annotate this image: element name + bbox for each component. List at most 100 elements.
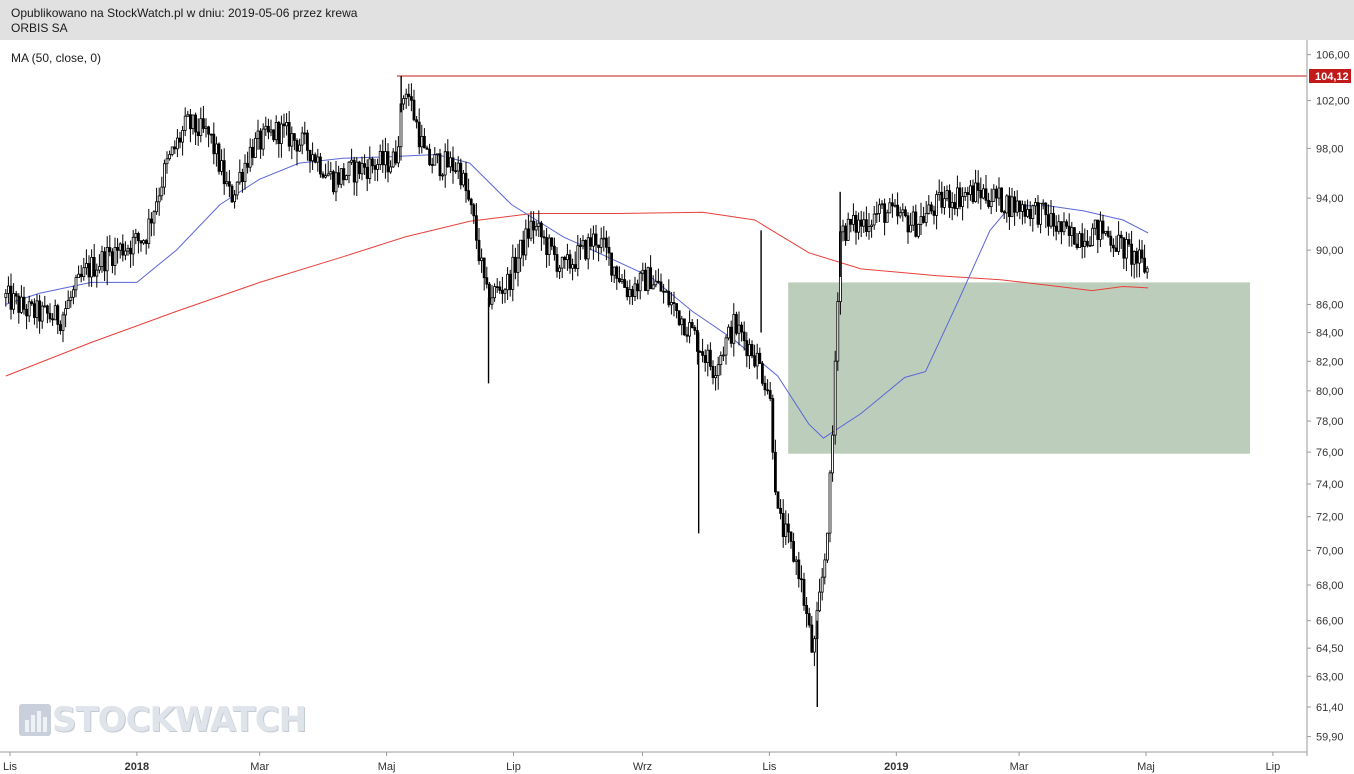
candle-body [14, 293, 18, 297]
candle-body [1104, 230, 1107, 234]
candle-body [370, 158, 374, 167]
candle-body [433, 154, 437, 166]
candle-body [285, 122, 289, 127]
candle-body [680, 318, 684, 326]
candle-body [672, 301, 676, 304]
chart-header: Opublikowano na StockWatch.pl w dniu: 20… [0, 0, 1354, 40]
x-tick-label: Lis [3, 761, 18, 773]
candle-body [311, 154, 315, 162]
candle-body [292, 133, 296, 141]
candle-body [618, 277, 621, 283]
candle-body [1117, 234, 1120, 252]
candle-body [500, 289, 504, 294]
candle-body [992, 188, 996, 202]
candle-body [924, 212, 928, 223]
candle-body [329, 171, 333, 175]
candle-body [1062, 221, 1066, 233]
candle-body [844, 225, 847, 241]
candle-body [300, 132, 304, 146]
candle-body [880, 203, 884, 206]
candle-body [896, 204, 899, 217]
candle-body [126, 247, 130, 252]
candle-body [1143, 257, 1146, 273]
candle-body [859, 219, 863, 227]
candle-body [1065, 221, 1068, 227]
candle-body [935, 194, 938, 216]
candle-body [646, 267, 650, 291]
candle-body [149, 218, 153, 224]
candle-body [1132, 251, 1136, 265]
candle-body [950, 202, 954, 208]
candle-body [188, 114, 192, 130]
candle-body [761, 363, 764, 384]
candle-body [735, 314, 738, 334]
candle-body [1010, 196, 1014, 218]
candle-body [631, 289, 634, 297]
candle-body [693, 327, 697, 331]
candle-body [61, 314, 65, 331]
candle-body [352, 159, 356, 183]
candle-body [495, 286, 499, 289]
candle-body [209, 133, 213, 136]
candle-body [566, 254, 569, 260]
candle-body [139, 240, 143, 244]
candle-body [9, 285, 13, 310]
y-tick-label: 78,00 [1316, 416, 1344, 428]
candle-body [750, 344, 754, 357]
candle-body [1140, 249, 1144, 259]
candle-body [428, 148, 432, 166]
candle-body [706, 349, 710, 364]
candle-body [264, 125, 268, 130]
candle-body [878, 204, 881, 214]
x-tick-label: Mar [250, 761, 269, 773]
candle-body [758, 352, 762, 364]
candle-body [308, 149, 312, 162]
candle-body [524, 228, 528, 256]
candle-body [813, 638, 816, 653]
candle-body [25, 308, 29, 317]
candle-body [175, 137, 179, 150]
candle-body [963, 192, 967, 197]
candle-body [170, 146, 174, 155]
candle-body [898, 212, 902, 217]
candle-body [709, 349, 712, 367]
price-badge-label: 104,12 [1315, 71, 1349, 83]
candle-body [129, 247, 133, 255]
candle-body [1031, 205, 1035, 220]
candle-body [625, 287, 629, 298]
candle-body [732, 314, 736, 344]
candle-body [612, 266, 616, 276]
candle-body [64, 308, 67, 316]
candle-body [852, 214, 855, 225]
candle-body [597, 244, 600, 248]
y-tick-label: 106,00 [1316, 50, 1350, 62]
candle-body [305, 132, 309, 151]
candle-body [581, 239, 585, 247]
candle-body [251, 146, 255, 158]
candle-body [38, 300, 41, 322]
y-tick-label: 90,00 [1316, 245, 1344, 257]
y-tick-label: 70,00 [1316, 545, 1344, 557]
candle-body [571, 264, 574, 269]
candle-body [1075, 243, 1079, 249]
candle-body [828, 472, 832, 534]
candle-body [1026, 208, 1029, 217]
candle-body [901, 209, 905, 214]
candle-body [326, 173, 330, 177]
candle-body [849, 218, 853, 225]
candle-body [402, 98, 406, 105]
candle-body [657, 280, 660, 283]
candle-body [259, 130, 263, 150]
candle-body [784, 523, 788, 538]
candle-body [131, 236, 135, 255]
y-tick-label: 66,00 [1316, 616, 1344, 628]
candle-body [800, 578, 803, 581]
y-tick-label: 63,00 [1316, 671, 1344, 683]
candle-body [555, 254, 559, 272]
candle-body [118, 243, 122, 251]
candle-body [776, 491, 780, 509]
candle-body [165, 158, 169, 165]
candle-body [1034, 202, 1037, 207]
candle-body [27, 301, 31, 317]
candle-body [274, 122, 278, 141]
